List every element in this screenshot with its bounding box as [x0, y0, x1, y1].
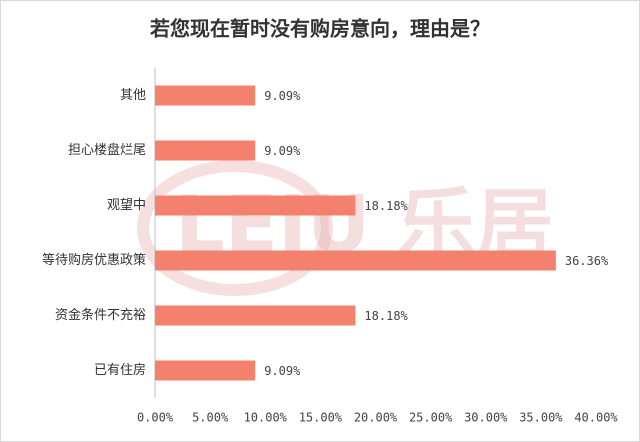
- value-label: 9.09%: [264, 364, 301, 378]
- y-tick-label: 已有住房: [94, 362, 146, 378]
- chart-title: 若您现在暂时没有购房意向，理由是？: [149, 17, 490, 41]
- bar: [155, 85, 256, 106]
- value-label: 18.18%: [364, 309, 408, 323]
- value-label: 18.18%: [364, 199, 408, 213]
- x-tick-label: 5.00%: [192, 411, 229, 425]
- bar: [155, 360, 256, 381]
- value-label: 9.09%: [264, 89, 301, 103]
- value-label: 36.36%: [565, 254, 609, 268]
- x-tick-label: 30.00%: [464, 411, 508, 425]
- x-tick-label: 0.00%: [137, 411, 174, 425]
- x-tick-label: 15.00%: [299, 411, 343, 425]
- y-tick-label: 其他: [120, 88, 146, 103]
- x-tick-label: 25.00%: [409, 411, 453, 425]
- value-label: 9.09%: [264, 144, 301, 158]
- y-tick-label: 担心楼盘烂尾: [68, 142, 146, 158]
- bar: [155, 305, 356, 326]
- x-tick-label: 40.00%: [574, 411, 618, 425]
- bar: [155, 250, 556, 271]
- bar: [155, 140, 256, 161]
- x-tick-label: 10.00%: [244, 411, 288, 425]
- x-tick-label: 20.00%: [354, 411, 398, 425]
- watermark-ring: [137, 160, 333, 296]
- y-tick-label: 观望中: [107, 197, 146, 213]
- bar: [155, 195, 356, 216]
- y-tick-label: 等待购房优惠政策: [42, 252, 146, 268]
- y-tick-label: 资金条件不充裕: [55, 307, 146, 323]
- x-tick-label: 35.00%: [519, 411, 563, 425]
